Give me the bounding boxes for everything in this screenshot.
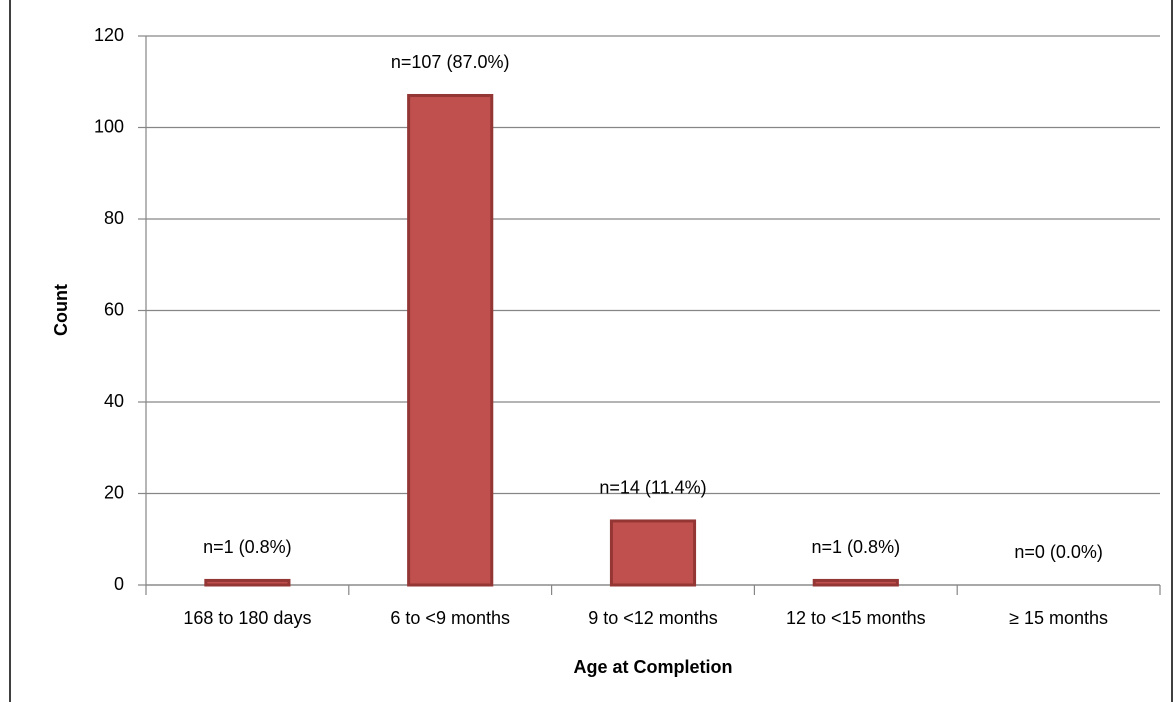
x-tick-label: 9 to <12 months [588,608,718,628]
y-tick-label: 120 [94,25,124,45]
x-tick-label: 6 to <9 months [390,608,510,628]
y-axis-title: Count [51,284,71,336]
data-label: n=1 (0.8%) [812,537,901,557]
x-tick-label: ≥ 15 months [1009,608,1108,628]
bar [204,578,291,587]
bar [407,93,494,587]
bar [812,578,899,587]
y-tick-label: 20 [104,482,124,502]
x-axis-title: Age at Completion [573,657,732,677]
data-label: n=107 (87.0%) [391,52,510,72]
data-label: n=14 (11.4%) [599,478,706,498]
data-label: n=1 (0.8%) [203,537,292,557]
x-tick-label: 168 to 180 days [183,608,311,628]
y-tick-label: 80 [104,208,124,228]
data-label: n=0 (0.0%) [1014,542,1103,562]
y-tick-label: 40 [104,391,124,411]
y-tick-label: 60 [104,299,124,319]
y-tick-label: 100 [94,116,124,136]
bar [609,519,697,587]
chart-frame [9,0,1173,702]
y-tick-label: 0 [114,574,124,594]
x-tick-label: 12 to <15 months [786,608,926,628]
